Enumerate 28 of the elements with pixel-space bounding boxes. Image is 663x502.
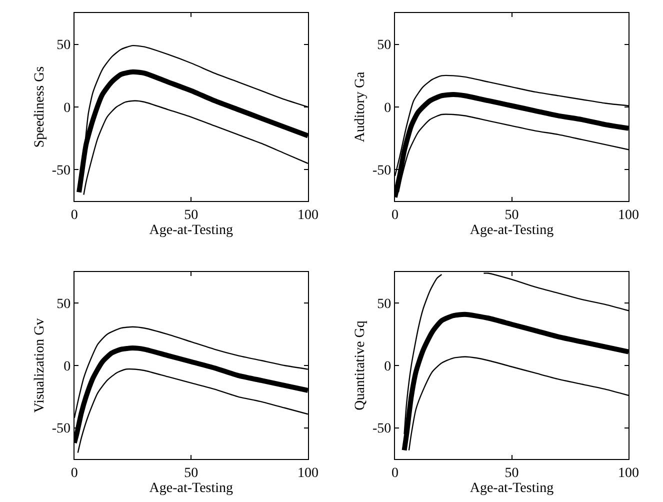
x-axis-title: Age-at-Testing: [149, 481, 234, 496]
y-tick-label: 0: [64, 100, 71, 116]
x-axis-title: Age-at-Testing: [470, 481, 554, 496]
y-tick-label: -50: [372, 422, 392, 437]
y-tick-label: 0: [64, 359, 71, 374]
y-tick-label: -50: [52, 422, 71, 437]
y-tick-label: -50: [52, 164, 71, 179]
x-tick-label: 50: [184, 208, 198, 223]
y-tick-label: 50: [377, 297, 392, 312]
x-tick-label: 100: [618, 466, 640, 481]
y-tick-label: 0: [384, 100, 392, 116]
x-tick-label: 100: [297, 208, 318, 223]
y-tick-label: 50: [56, 297, 71, 312]
y-tick-label: 50: [377, 38, 392, 54]
y-axis-title: Quantitative Gq: [353, 320, 368, 410]
y-axis-title: Auditory Ga: [353, 71, 368, 142]
x-axis-title: Age-at-Testing: [470, 223, 554, 238]
y-axis-title: Speediness Gs: [32, 66, 48, 148]
x-tick-label: 100: [618, 208, 640, 223]
x-tick-label: 50: [504, 466, 519, 481]
y-tick-label: 50: [56, 38, 71, 54]
y-tick-label: -50: [372, 164, 392, 179]
x-tick-label: 50: [504, 208, 519, 223]
y-tick-label: 0: [384, 359, 392, 374]
x-axis-title: Age-at-Testing: [149, 223, 234, 238]
x-tick-label: 100: [297, 466, 318, 481]
y-axis-title: Visualization Gv: [32, 318, 48, 413]
x-tick-label: 50: [184, 466, 198, 481]
